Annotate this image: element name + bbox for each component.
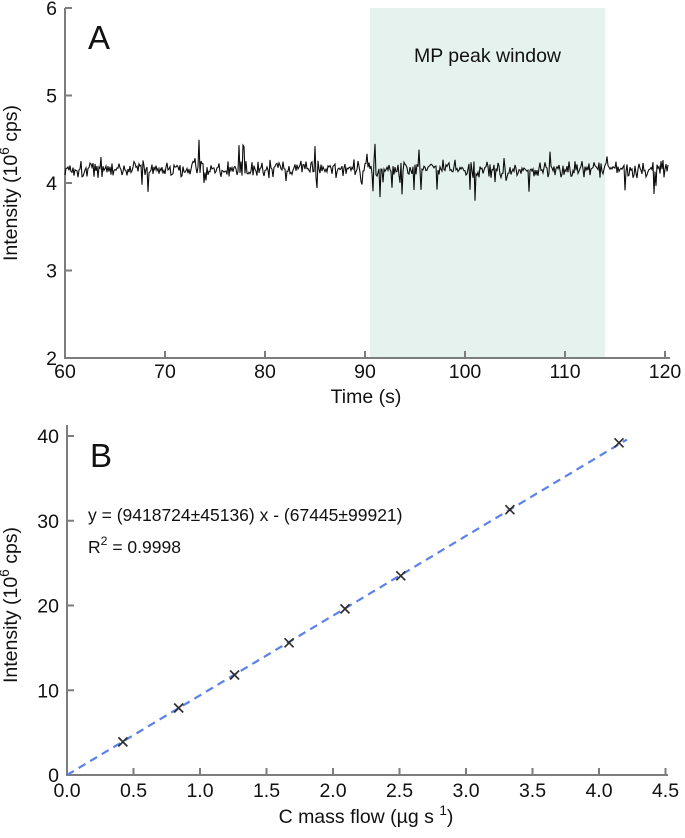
panel-b-x-tick-label: 2.0 xyxy=(319,780,346,802)
data-point-marker xyxy=(229,669,240,681)
panel-b-x-tick-label: 4.5 xyxy=(652,780,679,802)
panel-b-y-axis-title: Intensity (106 cps) xyxy=(0,527,22,683)
data-point-marker xyxy=(504,504,516,515)
fit-equation-label: y = (9418724±45136) x - (67445±99921) xyxy=(88,505,403,525)
panel-a-y-tick-label: 2 xyxy=(46,348,57,370)
panel-a-x-tick-label: 90 xyxy=(354,361,376,383)
panel-b-y-tick-label: 40 xyxy=(37,426,59,448)
panel-b-y-tick-label: 20 xyxy=(37,596,59,618)
panel-a-x-tick-label: 120 xyxy=(649,361,682,383)
signal-trace xyxy=(64,139,669,201)
data-point-marker xyxy=(613,437,625,448)
panel-a-x-tick-label: 70 xyxy=(154,361,176,383)
panel-b-x-tick-label: 2.5 xyxy=(386,780,413,802)
panel-a-y-axis-title: Intensity (106 cps) xyxy=(0,105,22,261)
data-point-marker xyxy=(173,702,184,714)
panel-a-y-tick-label: 5 xyxy=(46,86,57,108)
panel-b-x-tick-label: 1.5 xyxy=(253,780,280,802)
panel-a-letter: A xyxy=(88,19,110,56)
data-point-marker xyxy=(283,637,295,648)
panel-b-y-tick-label: 0 xyxy=(48,765,59,787)
panel-b-x-tick-label: 3.5 xyxy=(519,780,546,802)
panel-a-x-tick-label: 110 xyxy=(549,361,580,383)
panel-a-x-tick-label: 60 xyxy=(54,361,76,383)
panel-b-y-tick-label: 30 xyxy=(37,511,59,533)
panel-a-y-tick-label: 3 xyxy=(46,261,57,283)
panel-b-y-tick-label: 10 xyxy=(37,680,59,702)
panel-a-x-axis-title: Time (s) xyxy=(331,386,402,408)
mp-peak-window-label: MP peak window xyxy=(414,45,562,67)
data-point-marker xyxy=(395,570,406,581)
panel-a-chart: 60 70 80 90 100 110 120 2 3 4 5 6 A MP peak window Tim… xyxy=(0,0,682,408)
r-squared-label: R2 = 0.9998 xyxy=(88,534,181,557)
panel-b-axes xyxy=(66,425,668,776)
panel-b-x-tick-label: 0.5 xyxy=(120,780,147,802)
data-point-marker xyxy=(339,603,351,615)
mp-peak-window-region xyxy=(370,8,605,358)
panel-a-x-tick-label: 100 xyxy=(449,361,482,383)
panel-b-x-axis-title: C mass flow (µg s 1) xyxy=(279,803,454,828)
panel-b-x-tick-label: 3.0 xyxy=(452,780,479,802)
data-point-marker xyxy=(117,736,129,748)
panel-b-letter: B xyxy=(90,437,112,474)
panel-a-y-tick-label: 4 xyxy=(46,173,57,195)
panel-b-x-tick-label: 4.0 xyxy=(585,780,612,802)
panel-b-chart: 0.0 0.5 1.0 1.5 2.0 2.5 3.0 3.5 4.0 4.5 0 10 20 30 40 B… xyxy=(0,425,679,828)
panel-a-y-tick-label: 6 xyxy=(46,0,57,20)
panel-a-x-tick-label: 80 xyxy=(254,361,276,383)
panel-b-x-tick-label: 1.0 xyxy=(186,780,213,802)
panel-b-x-tick-label: 0.0 xyxy=(53,780,80,802)
